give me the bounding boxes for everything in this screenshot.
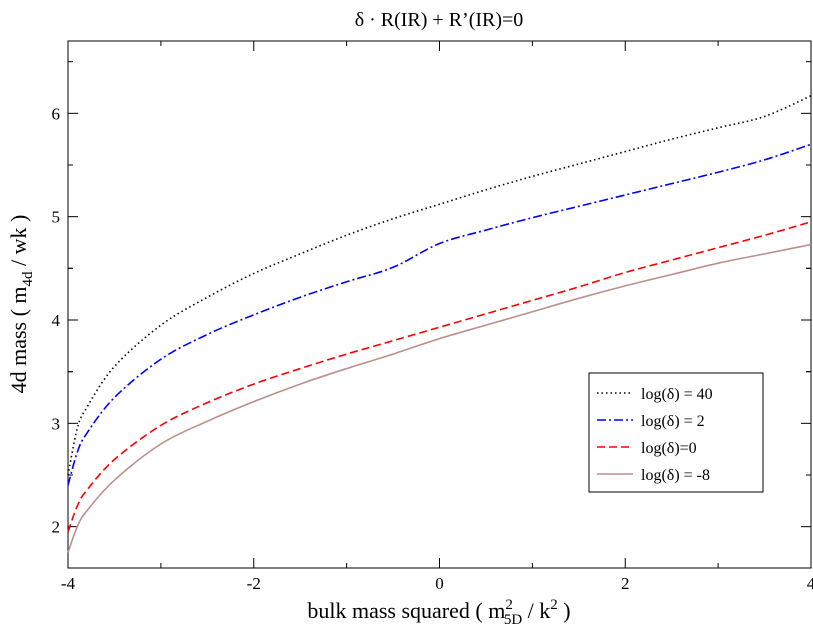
y-tick-label: 2 [52,518,61,537]
chart-title: δ · R(IR) + R’(IR)=0 [355,9,524,31]
x-tick-label: -4 [61,574,76,593]
series-lines [67,95,812,553]
series-line-2 [67,221,812,533]
series-line-3 [67,243,812,553]
y-tick-label: 5 [52,208,61,227]
legend-box [588,372,764,493]
legend-label-3: log(δ) = -8 [641,467,710,484]
legend: log(δ) = 40 log(δ) = 2 log(δ)=0 log(δ) = -8 [588,372,764,493]
legend-label-2: log(δ)=0 [641,440,697,457]
x-tick-label: -2 [247,574,261,593]
y-tick-label: 3 [52,414,61,433]
x-tick-label: 0 [435,574,444,593]
x-tick-label: 2 [621,574,630,593]
y-axis-label: 4d mass ( m4d / wk ) [6,215,36,394]
legend-label-1: log(δ) = 2 [641,413,705,430]
series-line-1 [67,143,812,486]
x-tick-label: 4 [807,574,813,593]
x-axis-label: bulk mass squared ( m2 5D / k2 ) [307,597,570,628]
y-tick-label: 6 [52,104,61,123]
legend-label-0: log(δ) = 40 [641,386,713,403]
y-axis-ticks: 2 3 4 5 6 [52,61,811,537]
x-axis-ticks: -4 -2 0 2 4 [61,41,813,593]
y-tick-label: 4 [52,311,61,330]
